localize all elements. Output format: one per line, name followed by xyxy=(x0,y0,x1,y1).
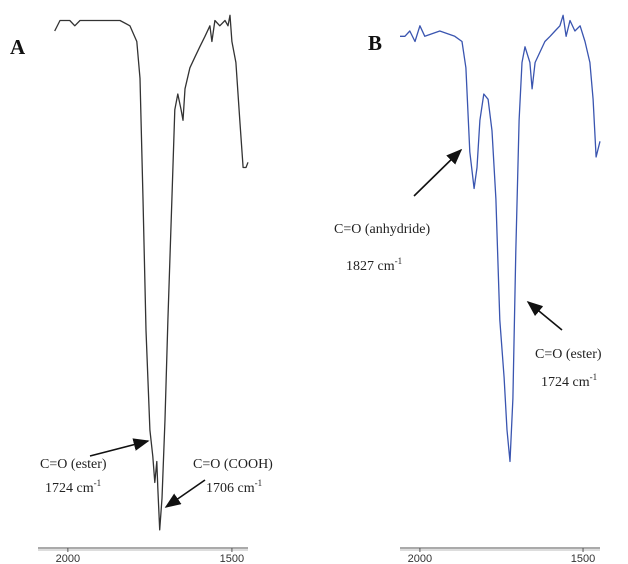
annotation: C=O (anhydride) xyxy=(334,222,430,237)
annotation: 1724 cm-1 xyxy=(541,372,597,390)
panel-label: A xyxy=(10,35,26,59)
x-tick-label: 1500 xyxy=(571,553,595,564)
x-tick-label: 2000 xyxy=(408,553,432,564)
annotation-text: 1706 cm xyxy=(206,481,255,496)
annotation: 1827 cm-1 xyxy=(346,256,402,274)
annotation-text: 1724 cm xyxy=(541,375,590,390)
spectrum-line xyxy=(400,14,601,463)
arrow xyxy=(413,148,463,197)
annotation: 1706 cm-1 xyxy=(206,478,262,496)
panel-label: B xyxy=(368,31,382,55)
annotation-text: C=O (COOH) xyxy=(193,457,273,472)
annotation: C=O (COOH) xyxy=(193,457,273,472)
arrow xyxy=(89,438,150,457)
spectrum-line xyxy=(54,14,249,531)
x-tick-label: 1500 xyxy=(220,553,244,564)
annotation-superscript: -1 xyxy=(395,256,403,266)
annotation-superscript: -1 xyxy=(94,478,102,488)
annotation: 1724 cm-1 xyxy=(45,478,101,496)
annotation-superscript: -1 xyxy=(590,372,598,382)
annotation-superscript: -1 xyxy=(255,478,263,488)
annotation-text: C=O (anhydride) xyxy=(334,222,430,237)
x-tick-label: 2000 xyxy=(56,553,80,564)
annotation: C=O (ester) xyxy=(535,347,602,362)
arrow xyxy=(526,300,563,331)
annotation: C=O (ester) xyxy=(40,457,107,472)
annotation-text: 1724 cm xyxy=(45,481,94,496)
arrow xyxy=(164,479,206,508)
annotation-text: C=O (ester) xyxy=(40,457,107,472)
annotation-text: C=O (ester) xyxy=(535,347,602,362)
arrows xyxy=(89,148,563,508)
annotation-text: 1827 cm xyxy=(346,259,395,274)
